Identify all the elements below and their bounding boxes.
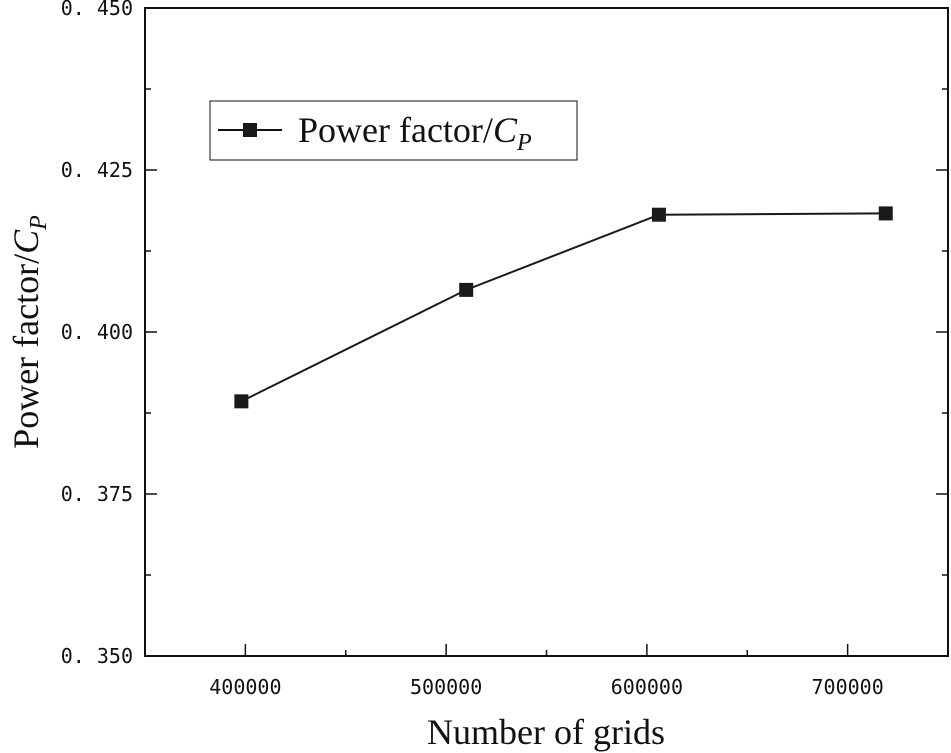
legend-label-main: Power factor/	[298, 110, 493, 150]
y-axis-title-symbol: C	[6, 229, 46, 254]
legend-label: Power factor/CP	[298, 110, 532, 156]
y-axis: 0. 350 0. 375 0. 400 0. 425 0. 450	[61, 0, 948, 668]
legend-label-symbol: C	[493, 110, 518, 150]
data-point	[651, 207, 666, 222]
data-point	[234, 394, 249, 409]
series-layer	[234, 206, 893, 409]
y-tick-label: 0. 450	[61, 0, 133, 20]
data-point	[459, 282, 474, 297]
x-tick-label: 500000	[410, 675, 482, 699]
legend-label-subscript: P	[516, 130, 532, 156]
legend: Power factor/CP	[209, 100, 578, 161]
x-tick-label: 400000	[209, 675, 281, 699]
x-axis-title: Number of grids	[427, 712, 665, 752]
y-axis-title-subscript: P	[26, 215, 52, 231]
y-tick-label: 0. 400	[61, 320, 133, 344]
data-point	[878, 206, 893, 221]
x-axis: 400000 500000 600000 700000	[209, 644, 884, 699]
y-axis-title: Power factor/CP	[6, 215, 52, 449]
series-line	[240, 212, 886, 403]
x-tick-label: 700000	[812, 675, 884, 699]
legend-marker	[243, 123, 257, 137]
y-tick-label: 0. 350	[61, 644, 133, 668]
x-tick-label: 600000	[611, 675, 683, 699]
y-tick-label: 0. 425	[61, 158, 133, 182]
y-tick-label: 0. 375	[61, 482, 133, 506]
y-axis-title-main: Power factor/	[6, 254, 46, 449]
